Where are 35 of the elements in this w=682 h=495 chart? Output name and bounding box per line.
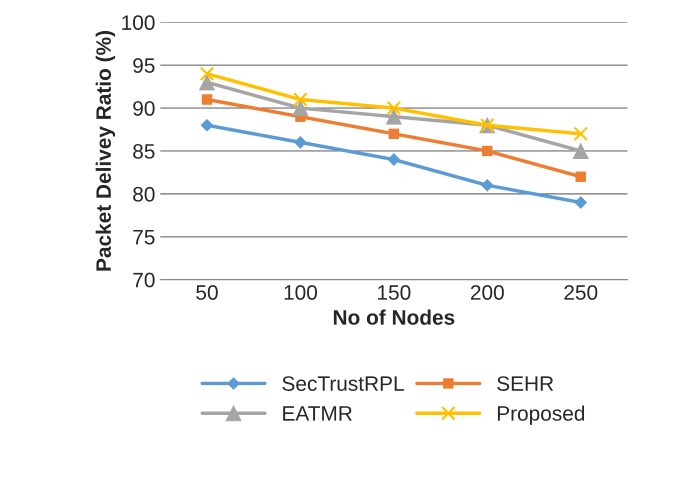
point [200, 118, 214, 132]
point [388, 153, 400, 166]
y-axis-title: Packet Delivey Ratio (%) [96, 31, 116, 271]
point [199, 74, 215, 90]
x-tick-label: 200 [470, 285, 504, 300]
point [572, 142, 589, 159]
x-tick-label: 150 [378, 285, 410, 300]
point [482, 146, 492, 156]
point [292, 100, 308, 116]
y-tick-label: 85 [133, 144, 155, 159]
y-tick-label: 100 [122, 15, 155, 30]
x-tick-label: 50 [196, 285, 218, 300]
point [293, 92, 308, 107]
legend-label: EATMR [283, 406, 352, 421]
point [574, 196, 587, 209]
x-axis-title: No of Nodes [334, 310, 454, 325]
y-tick-label: 75 [133, 230, 155, 245]
legend-label: SEHR [497, 376, 554, 391]
point [481, 179, 494, 192]
x-tick-label: 250 [564, 285, 598, 300]
point [200, 66, 214, 82]
y-tick-label: 95 [133, 58, 155, 73]
x-tick-label: 100 [284, 285, 317, 300]
legend-label: Proposed [498, 405, 584, 425]
point [386, 100, 402, 116]
legend-label: SecTrustRPL [282, 376, 404, 391]
point [294, 136, 307, 149]
point [386, 108, 402, 125]
point [202, 94, 212, 105]
y-tick-label: 70 [133, 272, 155, 288]
y-tick-label: 90 [133, 101, 155, 116]
point [388, 128, 400, 140]
point [576, 172, 586, 182]
y-tick-label: 80 [133, 186, 155, 202]
point [573, 126, 588, 142]
